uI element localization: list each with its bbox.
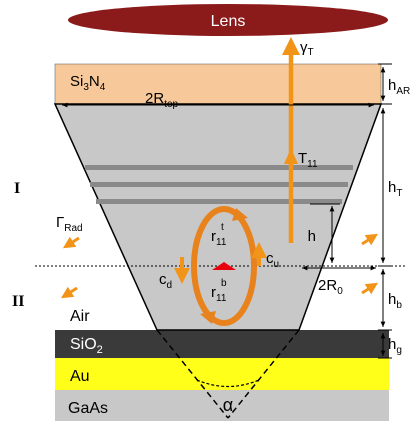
- lens: [68, 4, 388, 36]
- r11-top-sup: t: [221, 222, 224, 233]
- si3n4-label: Si3N4: [70, 73, 106, 93]
- cd-label: cd: [159, 271, 172, 291]
- h-ar-label: hAR: [388, 77, 410, 97]
- au-label: Au: [70, 368, 90, 385]
- lens-label: Lens: [211, 13, 246, 30]
- r11-bottom-label: r11: [211, 284, 227, 304]
- dbr-stripe: [96, 199, 342, 204]
- region-i-label: I: [14, 180, 20, 197]
- h-b-label: hb: [388, 291, 402, 311]
- dbr-stripe: [90, 182, 348, 187]
- h-t-label: hT: [388, 179, 402, 199]
- radiation-arrow-lower-left: [60, 286, 78, 299]
- r11-bottom-sup: b: [221, 278, 227, 289]
- gamma-rad-label: ΓRad: [56, 214, 83, 234]
- air-label: Air: [70, 308, 90, 325]
- alpha-label: α: [223, 395, 233, 415]
- r11-top-label: r11: [211, 228, 227, 248]
- r0-label: 2R0: [318, 277, 343, 297]
- cu-label: cu: [266, 250, 279, 270]
- dbr-stripe: [85, 165, 353, 170]
- cone-extension-left: [156, 329, 229, 419]
- region-ii-label: II: [12, 293, 24, 310]
- ring-arrowhead-top: [232, 208, 248, 221]
- radiation-arrow-upper-left: [62, 236, 80, 249]
- sio2-layer: [55, 330, 389, 358]
- gamma-t-label: γT: [300, 39, 314, 58]
- alpha-arc: [196, 379, 260, 388]
- h-emitter-label: h: [308, 228, 316, 245]
- si3n4-layer: [54, 63, 382, 105]
- t11-arrowhead: [284, 148, 298, 164]
- au-layer: [55, 358, 389, 390]
- ring-arrowhead-bottom: [200, 311, 216, 324]
- h-g-label: hg: [388, 336, 402, 356]
- radiation-arrow-lower-right: [361, 282, 379, 295]
- gaas-layer: [55, 390, 389, 421]
- t11-label: T11: [298, 150, 318, 170]
- quantum-dot-emitter: [212, 262, 236, 270]
- cone-extension-right: [227, 329, 300, 419]
- reflection-ring: [191, 206, 257, 326]
- gaas-label: GaAs: [68, 400, 108, 417]
- radiation-arrow-upper-right: [361, 233, 379, 246]
- sio2-label: SiO2: [70, 336, 103, 356]
